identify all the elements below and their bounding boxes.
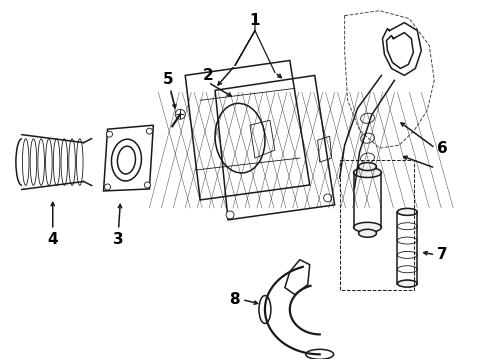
Text: 8: 8 [229, 292, 240, 307]
Ellipse shape [359, 229, 376, 237]
Ellipse shape [354, 222, 382, 232]
Circle shape [324, 194, 332, 202]
Text: 5: 5 [163, 72, 173, 87]
Circle shape [147, 128, 152, 134]
Circle shape [106, 131, 113, 137]
Text: 2: 2 [203, 68, 214, 84]
Ellipse shape [354, 167, 382, 177]
Ellipse shape [397, 280, 417, 287]
Circle shape [226, 211, 234, 219]
Circle shape [104, 184, 111, 190]
Text: 3: 3 [113, 232, 124, 247]
Text: 4: 4 [48, 232, 58, 247]
Text: 7: 7 [437, 247, 448, 262]
Text: 1: 1 [250, 13, 260, 28]
Ellipse shape [359, 163, 376, 171]
Circle shape [175, 109, 185, 119]
Circle shape [145, 182, 150, 188]
Ellipse shape [397, 208, 417, 215]
Text: 6: 6 [437, 141, 448, 156]
